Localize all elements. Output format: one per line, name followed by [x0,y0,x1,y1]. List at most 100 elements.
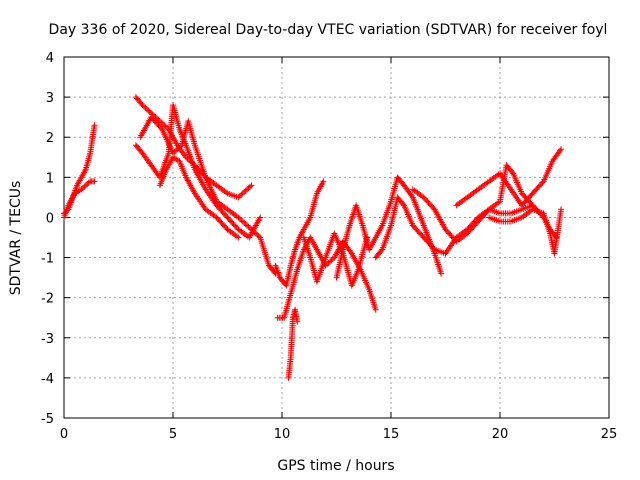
y-tick-label: 2 [46,131,54,146]
data-point [254,231,261,238]
data-point [378,247,385,254]
data-point [81,183,88,190]
data-point [175,144,182,151]
data-point [239,190,246,197]
x-tick-label: 5 [169,427,177,442]
series-arc-12 [372,194,536,261]
data-point [91,178,98,185]
data-point [85,179,92,186]
data-point [158,119,165,126]
series-arc-6 [156,154,242,241]
data-point [140,103,147,110]
series-arc-1 [61,122,98,217]
data-point [255,233,262,240]
data-point [82,182,89,189]
data-point [251,229,258,236]
y-tick-label: 3 [46,91,54,106]
grid [64,57,609,418]
data-point [242,187,249,194]
series-arc-2 [61,178,98,221]
data-point [245,185,252,192]
data-point [235,194,242,201]
data-point [239,218,246,225]
data-point [138,100,145,107]
data-point [539,179,546,186]
y-axis-label: SDTVAR / TECUs [8,181,24,296]
plot-frame [63,56,610,419]
data-point [252,230,259,237]
data-points [61,94,565,381]
data-point [159,120,166,127]
data-point [142,104,149,111]
data-point [247,225,254,232]
data-point [430,205,437,212]
data-point [183,154,190,161]
x-axis-label: GPS time / hours [277,458,394,474]
x-tick-label: 15 [383,427,400,442]
data-point [328,257,335,264]
data-point [235,234,242,241]
data-point [244,222,251,229]
data-point [320,178,327,185]
data-point [236,193,243,200]
series-arc-13 [409,162,560,245]
data-point [245,223,252,230]
y-tick-label: -5 [41,412,54,427]
data-point [235,214,242,221]
y-tick-label: 0 [46,211,54,226]
data-point [244,186,251,193]
series-arc-5 [137,114,279,277]
data-point [145,107,152,114]
y-tick-label: -2 [41,292,54,307]
data-point [558,206,565,213]
data-point [438,270,445,277]
data-point [157,124,164,131]
data-point [78,186,85,193]
data-point [241,219,248,226]
data-point [171,148,178,155]
data-point [242,221,249,228]
data-point [174,146,181,153]
y-tick-label: 4 [46,51,54,66]
x-tick-label: 25 [601,427,618,442]
data-point [324,261,331,268]
data-point [162,123,169,130]
chart-title: Day 336 of 2020, Sidereal Day-to-day VTE… [49,22,608,38]
y-tick-label: -3 [41,332,54,347]
data-point [430,245,437,252]
data-point [508,168,515,175]
data-point [326,258,333,265]
data-point [91,122,98,129]
data-point [247,183,254,190]
data-point [236,215,243,222]
data-point [248,226,255,233]
data-point [177,143,184,150]
data-point [249,227,256,234]
series-arc-7 [272,178,327,289]
series-arc-15 [486,206,565,257]
y-tick-label: -1 [41,252,54,267]
x-tick-label: 20 [492,427,509,442]
data-point [241,189,248,196]
data-point [139,102,146,109]
y-tick-label: -4 [41,372,54,387]
data-point [238,217,245,224]
data-point [161,122,168,129]
data-point [294,318,301,325]
series-arc-8 [285,306,301,381]
x-tick-label: 0 [60,427,68,442]
data-point [172,147,179,154]
y-tick-label: 1 [46,171,54,186]
axis-ticks: 0 5 10 15 20 25 -5 -4 -3 -2 -1 0 1 2 3 4 [41,51,617,442]
data-point [143,106,150,113]
x-tick-label: 10 [274,427,291,442]
data-point [248,182,255,189]
data-point [238,191,245,198]
data-point [558,146,565,153]
data-point [146,108,153,115]
data-point [156,118,163,125]
data-point [79,185,86,192]
data-point [399,201,406,208]
series-arc-14 [453,146,565,209]
